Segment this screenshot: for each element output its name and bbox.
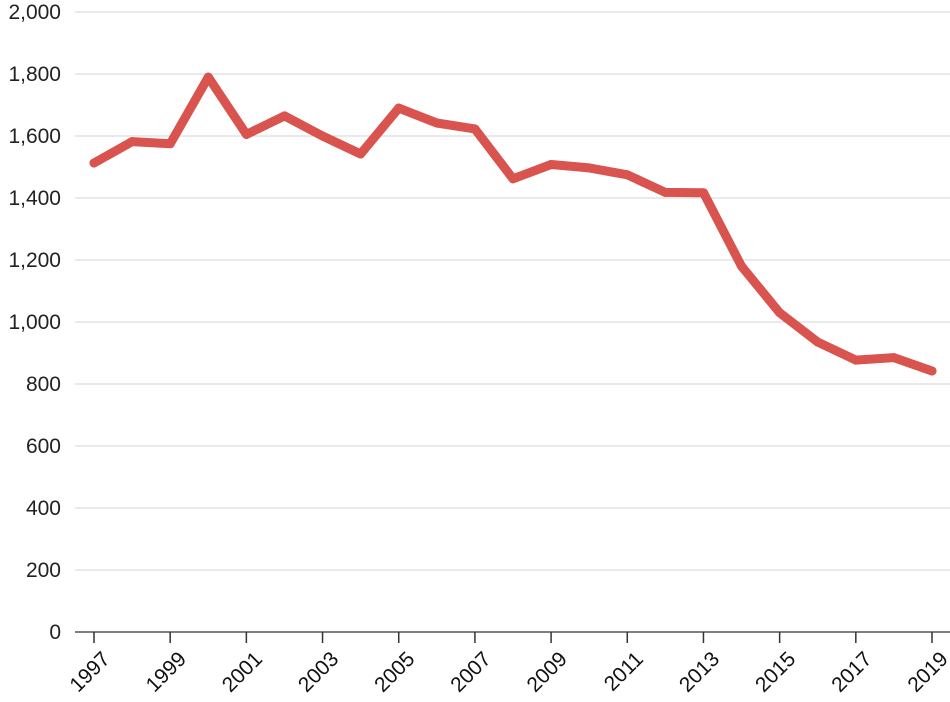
data-point [318, 131, 328, 141]
data-point [432, 118, 442, 128]
x-tick-label: 2005 [370, 647, 419, 696]
data-point [470, 124, 480, 134]
data-point [89, 158, 99, 168]
series-line [89, 72, 937, 376]
data-point [584, 163, 594, 173]
data-point [165, 139, 175, 149]
y-tick-label: 2,000 [8, 1, 61, 24]
data-point [889, 353, 899, 363]
data-point [394, 103, 404, 113]
gridlines [75, 11, 950, 633]
x-tick-label: 2017 [827, 647, 876, 696]
y-tick-label: 1,200 [8, 249, 61, 272]
data-point [660, 187, 670, 197]
data-point [546, 160, 556, 170]
data-point [622, 170, 632, 180]
x-tick-label: 2019 [903, 647, 950, 696]
data-point [851, 355, 861, 365]
x-tick-label: 2007 [446, 647, 495, 696]
y-tick-label: 0 [49, 621, 61, 644]
y-tick-label: 400 [26, 497, 61, 520]
data-point [775, 308, 785, 318]
y-tick-label: 1,400 [8, 187, 61, 210]
data-point [279, 111, 289, 121]
series-layer [89, 72, 937, 376]
data-point [737, 261, 747, 271]
data-point [241, 129, 251, 139]
y-tick-label: 1,800 [8, 63, 61, 86]
x-tick-label: 2001 [218, 647, 267, 696]
x-axis: 1997 1999 2001 2003 2005 2007 2009 2011 2013 2015… [65, 632, 950, 697]
y-tick-label: 800 [26, 373, 61, 396]
data-point [203, 72, 213, 82]
data-point [508, 174, 518, 184]
x-tick-label: 2003 [294, 647, 343, 696]
y-tick-label: 1,000 [8, 311, 61, 334]
data-point [356, 149, 366, 159]
x-tick-label: 2013 [675, 647, 724, 696]
x-tick-label: 2011 [600, 647, 648, 695]
y-axis-labels: 0 200 400 600 800 1,000 1,200 1,400 1,600 1,800 2,… [8, 1, 61, 644]
x-tick-label: 2015 [751, 647, 800, 696]
y-tick-label: 200 [26, 559, 61, 582]
x-tick-label: 1999 [142, 647, 191, 696]
x-tick-label: 1997 [65, 647, 114, 696]
y-tick-label: 1,600 [8, 125, 61, 148]
data-point [698, 188, 708, 198]
x-tick-label: 2009 [523, 647, 572, 696]
data-point [813, 337, 823, 347]
data-point [927, 366, 937, 376]
data-point [127, 137, 137, 147]
y-tick-label: 600 [26, 435, 61, 458]
